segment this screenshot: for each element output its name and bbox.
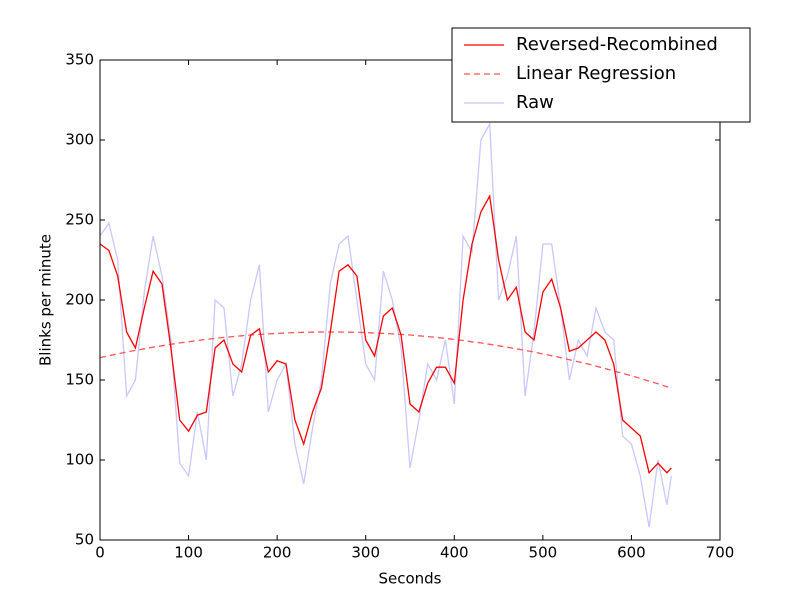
y-tick-label: 300	[65, 131, 94, 149]
series-line	[99, 121, 672, 528]
series-line	[99, 331, 672, 389]
x-tick-label: 0	[95, 544, 105, 562]
legend-label: Reversed-Recombined	[516, 34, 718, 55]
y-tick-label: 250	[65, 211, 94, 229]
y-tick-label: 150	[65, 371, 94, 389]
y-tick-label: 350	[65, 51, 94, 69]
y-axis-label: Blinks per minute	[37, 234, 55, 366]
x-tick-label: 500	[529, 544, 558, 562]
y-tick-label: 100	[65, 451, 94, 469]
x-axis-label: Seconds	[378, 570, 441, 588]
legend-label: Linear Regression	[516, 63, 676, 84]
x-tick-label: 400	[440, 544, 469, 562]
y-tick-label: 200	[65, 291, 94, 309]
x-tick-label: 200	[263, 544, 292, 562]
x-tick-label: 600	[617, 544, 646, 562]
x-tick-label: 700	[706, 544, 735, 562]
x-tick-label: 100	[174, 544, 203, 562]
series-line	[99, 193, 672, 475]
y-tick-label: 50	[75, 531, 94, 549]
legend-label: Raw	[516, 92, 554, 113]
legend-box	[451, 27, 751, 123]
x-tick-label: 300	[351, 544, 380, 562]
